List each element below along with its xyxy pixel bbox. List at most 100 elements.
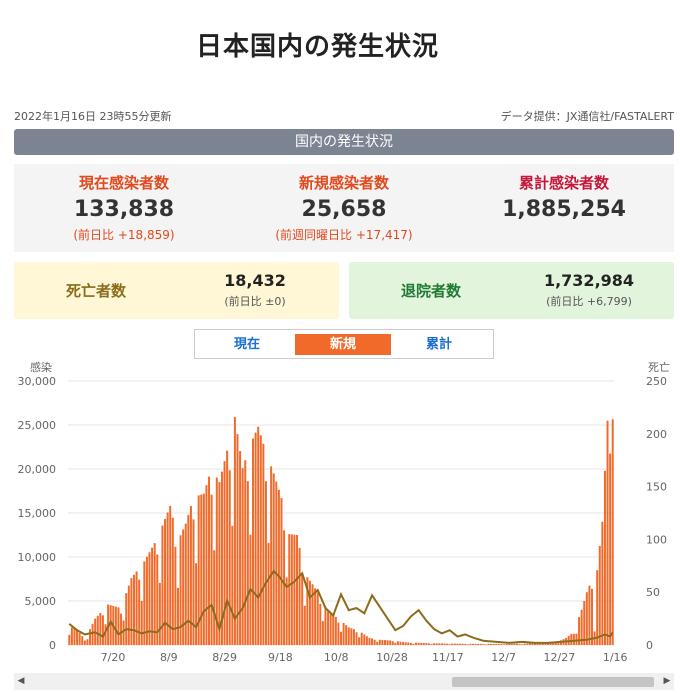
bar xyxy=(151,547,154,645)
bar xyxy=(127,585,130,645)
bar xyxy=(513,643,516,645)
bar xyxy=(588,585,591,645)
stat-total-value: 1,885,254 xyxy=(502,197,626,222)
bar xyxy=(220,471,223,645)
bar xyxy=(290,534,293,645)
bar xyxy=(345,625,348,645)
x-tick: 12/7 xyxy=(491,651,516,664)
y-tick-left: 5,000 xyxy=(25,595,57,608)
bar xyxy=(187,514,190,645)
bar xyxy=(585,592,588,645)
bar xyxy=(360,632,363,645)
deaths-diff: (前日比 ±0) xyxy=(224,295,286,308)
bar xyxy=(164,518,167,645)
tab-total[interactable]: 累計 xyxy=(425,337,452,352)
bar xyxy=(259,435,262,645)
bar xyxy=(324,606,327,645)
bar xyxy=(402,642,405,645)
bar xyxy=(223,461,226,645)
bar xyxy=(145,556,148,645)
bar xyxy=(492,643,495,645)
bar xyxy=(415,642,418,645)
bar xyxy=(327,611,330,645)
bar xyxy=(598,546,601,645)
bar xyxy=(479,643,482,645)
arrow-left-icon[interactable]: ◀ xyxy=(17,676,25,686)
recovered-diff: (前日比 +6,799) xyxy=(546,295,632,308)
bar xyxy=(202,493,205,645)
bar xyxy=(148,552,151,645)
bar xyxy=(285,577,288,645)
bar xyxy=(76,629,79,645)
left-axis-label: 感染 xyxy=(30,360,52,374)
bar xyxy=(378,639,381,645)
recovered-label: 退院者数 xyxy=(401,282,462,300)
recovered-value: 1,732,984 xyxy=(543,271,635,290)
bar xyxy=(210,494,213,645)
bar xyxy=(239,451,242,645)
bar xyxy=(368,637,371,645)
bar xyxy=(371,638,374,645)
bar xyxy=(396,641,399,645)
bar xyxy=(425,643,428,645)
bar xyxy=(352,629,355,645)
bar xyxy=(557,643,560,645)
bar xyxy=(596,570,599,645)
x-tick: 7/20 xyxy=(101,651,126,664)
bar xyxy=(505,643,508,645)
bar xyxy=(138,579,141,645)
tab-new[interactable]: 新規 xyxy=(295,334,391,355)
bar xyxy=(570,633,573,645)
bar xyxy=(337,622,340,645)
bar xyxy=(497,643,500,645)
bar xyxy=(195,563,198,645)
bar xyxy=(218,482,221,645)
bar xyxy=(451,643,454,645)
bar xyxy=(609,453,612,645)
bar xyxy=(456,643,459,645)
bar xyxy=(376,641,379,645)
bar xyxy=(83,640,86,645)
bar xyxy=(453,643,456,645)
tab-current[interactable]: 現在 xyxy=(233,337,260,352)
updated-timestamp: 2022年1月16日 23時55分更新 xyxy=(14,110,172,123)
bar xyxy=(541,643,544,645)
bar xyxy=(308,580,311,645)
bar xyxy=(228,470,231,645)
bar xyxy=(314,588,317,645)
chart-scrollbar[interactable]: ◀ ▶ xyxy=(14,673,674,690)
scroll-thumb[interactable] xyxy=(452,677,654,687)
bar xyxy=(547,642,550,645)
bar xyxy=(580,609,583,645)
bar xyxy=(104,624,107,645)
bar xyxy=(518,643,521,645)
bar xyxy=(205,485,208,645)
bar xyxy=(484,644,487,645)
bar xyxy=(523,643,526,645)
y-tick-left: 20,000 xyxy=(18,463,57,476)
bar xyxy=(254,432,257,645)
stat-current-label: 現在感染者数 xyxy=(78,174,169,192)
deaths-card: 死亡者数 18,432 (前日比 ±0) xyxy=(14,262,339,319)
bar xyxy=(81,636,84,645)
x-tick: 12/27 xyxy=(544,651,576,664)
bar xyxy=(438,643,441,645)
bar xyxy=(383,640,386,645)
bar xyxy=(215,477,218,645)
bar xyxy=(143,561,146,645)
bar xyxy=(373,639,376,645)
section-header: 国内の発生状況 xyxy=(14,129,674,155)
bar xyxy=(469,643,472,645)
bar xyxy=(200,494,203,645)
bar xyxy=(471,643,474,645)
bar xyxy=(293,534,296,645)
deaths-value: 18,432 xyxy=(224,271,286,290)
bar xyxy=(277,489,280,645)
bar xyxy=(184,523,187,645)
bar xyxy=(334,616,337,645)
stat-new-label: 新規感染者数 xyxy=(298,174,389,192)
bar xyxy=(303,605,306,645)
bar xyxy=(603,470,606,645)
bar xyxy=(226,450,229,645)
arrow-right-icon[interactable]: ▶ xyxy=(663,676,671,686)
